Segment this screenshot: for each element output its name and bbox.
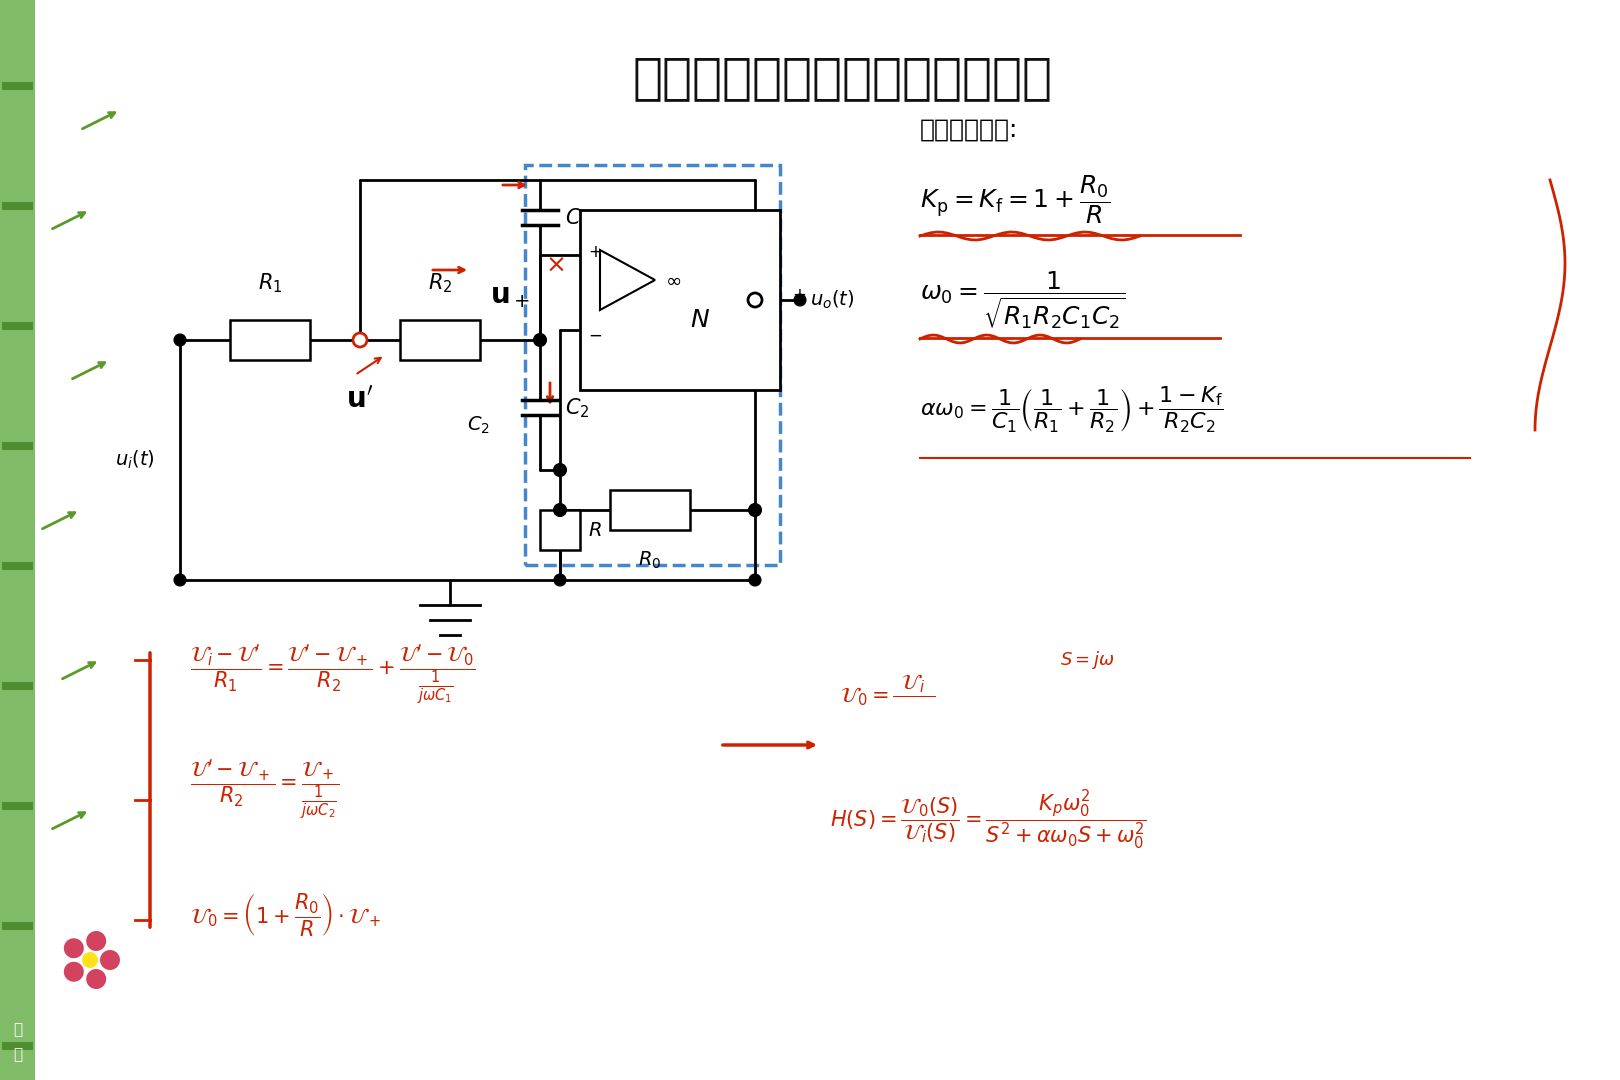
Circle shape <box>748 504 761 516</box>
Bar <box>611 490 690 530</box>
Circle shape <box>750 575 760 585</box>
Circle shape <box>83 951 97 968</box>
Circle shape <box>554 464 565 476</box>
Text: $R$: $R$ <box>588 521 601 540</box>
Text: $C_2$: $C_2$ <box>565 396 590 420</box>
Text: $R_1$: $R_1$ <box>258 271 282 295</box>
Text: $\infty$: $\infty$ <box>664 270 682 289</box>
Circle shape <box>794 295 805 306</box>
Circle shape <box>353 333 368 347</box>
Text: $\mathbf{u}'$: $\mathbf{u}'$ <box>347 384 374 413</box>
Text: 子: 子 <box>13 1048 23 1063</box>
Bar <box>2 922 32 930</box>
Text: $\mathbf{u}_+$: $\mathbf{u}_+$ <box>489 282 530 310</box>
Text: $+$: $+$ <box>792 286 807 303</box>
Text: $C_1$: $C_1$ <box>565 206 590 230</box>
Circle shape <box>100 950 120 970</box>
Text: $S = j\omega$: $S = j\omega$ <box>1059 649 1115 671</box>
Text: $\dfrac{\mathcal{U}^{\prime} - \mathcal{U}_+}{R_2} = \dfrac{\mathcal{U}_+}{\frac: $\dfrac{\mathcal{U}^{\prime} - \mathcal{… <box>190 758 340 822</box>
Bar <box>2 681 32 690</box>
Circle shape <box>63 939 84 958</box>
Circle shape <box>86 931 107 951</box>
Circle shape <box>535 334 546 346</box>
Bar <box>2 82 32 90</box>
Bar <box>230 320 309 360</box>
Bar <box>2 1042 32 1050</box>
Circle shape <box>175 335 186 346</box>
Text: 压控电压源型二阶低通滤波电路: 压控电压源型二阶低通滤波电路 <box>632 54 1053 102</box>
Text: 滤波器参数为:: 滤波器参数为: <box>920 118 1019 141</box>
Circle shape <box>63 962 84 982</box>
Text: $R_2$: $R_2$ <box>428 271 452 295</box>
Circle shape <box>748 293 761 307</box>
Circle shape <box>86 969 107 989</box>
Text: $\alpha\omega_0 = \dfrac{1}{C_1}\left(\dfrac{1}{R_1} + \dfrac{1}{R_2}\right) + \: $\alpha\omega_0 = \dfrac{1}{C_1}\left(\d… <box>920 384 1223 435</box>
Bar <box>539 510 580 550</box>
Bar <box>2 802 32 810</box>
Text: $u_i(t)$: $u_i(t)$ <box>115 449 156 471</box>
Text: $\mathcal{U}_0 = \dfrac{\mathcal{U}_i}{\quad\quad}$: $\mathcal{U}_0 = \dfrac{\mathcal{U}_i}{\… <box>841 672 935 707</box>
Text: $\omega_0 = \dfrac{1}{\sqrt{R_1 R_2 C_1 C_2}}$: $\omega_0 = \dfrac{1}{\sqrt{R_1 R_2 C_1 … <box>920 269 1126 330</box>
Text: $u_o(t)$: $u_o(t)$ <box>810 288 854 311</box>
Text: $\dfrac{\mathcal{U}_i - \mathcal{U}^{\prime}}{R_1} = \dfrac{\mathcal{U}^{\prime}: $\dfrac{\mathcal{U}_i - \mathcal{U}^{\pr… <box>190 643 476 707</box>
Text: $\mathcal{U}_0 = \left(1 + \dfrac{R_0}{R}\right) \cdot \mathcal{U}_+$: $\mathcal{U}_0 = \left(1 + \dfrac{R_0}{R… <box>190 891 381 939</box>
Circle shape <box>554 504 565 516</box>
Text: $+$: $+$ <box>588 243 603 261</box>
Bar <box>2 442 32 450</box>
Bar <box>580 210 779 390</box>
Bar <box>2 202 32 210</box>
Bar <box>0 0 36 1080</box>
Bar <box>525 165 779 565</box>
Bar <box>400 320 480 360</box>
Text: $R_0$: $R_0$ <box>638 550 661 571</box>
Circle shape <box>554 575 565 585</box>
Bar <box>2 322 32 330</box>
Text: 电: 电 <box>13 1023 23 1038</box>
Bar <box>2 562 32 570</box>
Circle shape <box>175 575 186 585</box>
Text: $C_2$: $C_2$ <box>467 415 489 435</box>
Text: $K_{\mathrm{p}} = K_{\mathrm{f}} = 1 + \dfrac{R_0}{R}$: $K_{\mathrm{p}} = K_{\mathrm{f}} = 1 + \… <box>920 174 1111 226</box>
Text: $\times$: $\times$ <box>546 253 565 276</box>
Text: $H(S) = \dfrac{\mathcal{U}_0(S)}{\mathcal{U}_i(S)} = \dfrac{K_p \omega_0^2}{S^2 : $H(S) = \dfrac{\mathcal{U}_0(S)}{\mathca… <box>829 788 1147 852</box>
Text: $-$: $-$ <box>588 326 603 345</box>
Text: $N$: $N$ <box>690 308 710 332</box>
